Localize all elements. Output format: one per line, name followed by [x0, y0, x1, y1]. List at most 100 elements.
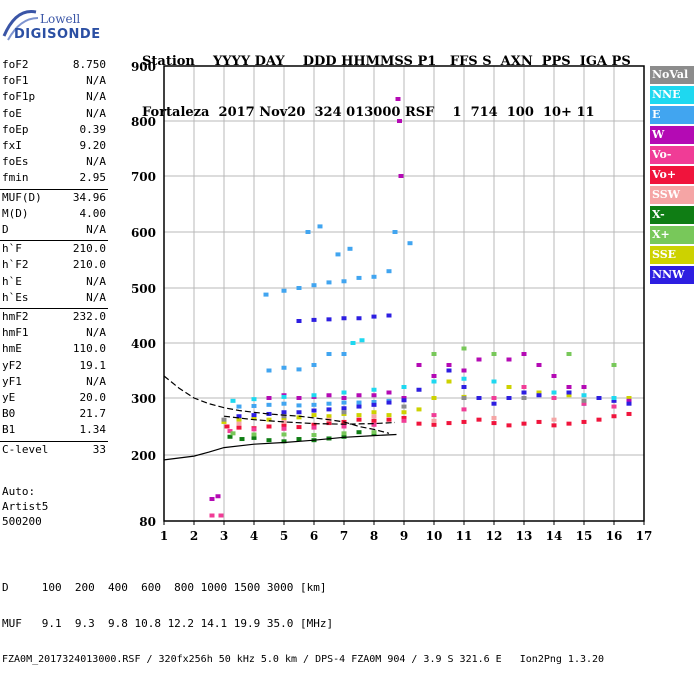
data-point-nne	[611, 396, 617, 400]
data-point-sse	[251, 415, 257, 420]
data-point-e	[296, 403, 302, 408]
legend-item-sse: SSE	[650, 246, 694, 264]
param-value: N/A	[86, 223, 106, 236]
data-point-vo-	[311, 425, 317, 430]
param-name: foEp	[2, 122, 29, 136]
data-point-nnw	[416, 387, 422, 392]
param-value: 20.0	[79, 391, 107, 404]
legend-item-x-: X+	[650, 226, 694, 244]
data-point-vo-	[626, 411, 632, 416]
data-point-vo-	[281, 423, 287, 428]
data-point-w	[326, 393, 332, 398]
data-point-vo-	[356, 417, 362, 422]
x-tick-label: 2	[190, 529, 198, 543]
y-tick-label: 700	[131, 170, 156, 184]
data-point-e	[251, 403, 257, 408]
legend-item-nne: NNE	[650, 86, 694, 104]
param-value: 34.96	[72, 190, 106, 204]
y-tick-label: 400	[131, 337, 156, 351]
data-point-w	[215, 494, 221, 499]
param-value: 19.1	[79, 358, 107, 372]
data-point-nnw	[401, 398, 407, 403]
param-name: h`E	[2, 274, 22, 288]
data-point-sse	[431, 396, 437, 400]
param-divider	[0, 440, 108, 442]
data-point-noval	[341, 410, 347, 415]
param-row: hmE 110.0	[2, 342, 106, 356]
chart-ticks: 1 2 3 4 5 6 7 8 9 10 11 12 13 14 15 16 17802003004005006…	[131, 60, 652, 543]
data-point-nnw	[371, 402, 377, 407]
y-tick-label: 300	[131, 392, 156, 406]
auto-label: Auto:	[2, 485, 36, 498]
data-point-x-	[341, 431, 347, 436]
data-point-nnw	[296, 319, 302, 323]
x-tick-label: 12	[486, 529, 503, 543]
data-point-w	[401, 396, 407, 400]
data-point-nne	[461, 376, 467, 381]
data-point-w	[566, 385, 572, 389]
param-name: h`Es	[2, 290, 29, 304]
param-value: 21.7	[79, 407, 107, 421]
data-point-e	[371, 399, 377, 404]
data-point-ssw	[491, 415, 497, 420]
data-point-vo-	[209, 513, 215, 518]
data-point-nne	[431, 379, 437, 384]
data-point-vo-	[506, 423, 512, 428]
x-tick-label: 14	[546, 529, 563, 543]
param-divider	[0, 240, 108, 242]
param-name: hmF2	[2, 310, 29, 323]
param-value: 4.00	[79, 206, 107, 220]
data-point-nne	[341, 390, 347, 395]
data-point-vo-	[521, 421, 527, 426]
data-point-x-	[566, 352, 572, 356]
data-point-nne	[491, 379, 497, 384]
param-row: foF2 8.750	[2, 58, 106, 72]
param-name: M(D)	[2, 206, 29, 220]
param-row: yF1 N/A	[2, 375, 106, 389]
data-point-w	[431, 374, 437, 378]
data-point-vo-	[341, 424, 347, 429]
header-labels: Station YYYY DAY DDD HHMMSS P1 FFS S AXN…	[142, 54, 631, 69]
profile-trace-dashed	[223, 415, 396, 425]
data-point-nnw	[311, 317, 317, 322]
param-row: M(D) 4.00	[2, 207, 106, 221]
data-point-nne	[551, 390, 557, 395]
param-row: yE 20.0	[2, 391, 106, 405]
data-point-nnw	[386, 400, 392, 405]
data-point-nnw	[596, 396, 602, 400]
x-tick-label: 1	[160, 529, 168, 543]
ionogram-chart: 1 2 3 4 5 6 7 8 9 10 11 12 13 14 15 16 17802003004005006…	[131, 60, 652, 543]
data-point-w	[395, 97, 401, 101]
param-value: N/A	[86, 155, 106, 169]
data-point-nne	[230, 398, 236, 403]
data-point-e	[386, 269, 392, 274]
data-point-ssw	[431, 418, 437, 423]
param-value: 1.34	[79, 423, 107, 437]
data-point-vo-	[566, 421, 572, 426]
data-point-w	[521, 352, 527, 356]
data-point-nnw	[251, 413, 257, 418]
y-tick-label: 500	[131, 282, 156, 296]
data-point-nne	[281, 394, 287, 399]
data-point-ssw	[551, 417, 557, 422]
param-value: N/A	[86, 106, 106, 120]
data-point-w	[506, 357, 512, 362]
data-point-x-	[281, 439, 287, 444]
data-point-e	[347, 246, 353, 251]
data-point-e	[335, 252, 341, 257]
data-point-vo-	[536, 419, 542, 424]
x-tick-label: 5	[280, 529, 288, 543]
data-point-vo-	[311, 422, 317, 427]
data-point-x-	[491, 352, 497, 356]
x-tick-label: 16	[606, 529, 623, 543]
data-point-vo-	[224, 424, 230, 429]
legend-item-vo-: Vo-	[650, 146, 694, 164]
data-point-w	[626, 398, 632, 403]
data-point-vo-	[491, 396, 497, 400]
data-point-x-	[311, 433, 317, 438]
x-tick-label: 15	[576, 529, 593, 543]
param-row: h`F2 210.0	[2, 258, 106, 272]
x-tick-label: 6	[310, 529, 318, 543]
data-point-nnw	[281, 410, 287, 415]
data-point-ssw	[281, 419, 287, 424]
